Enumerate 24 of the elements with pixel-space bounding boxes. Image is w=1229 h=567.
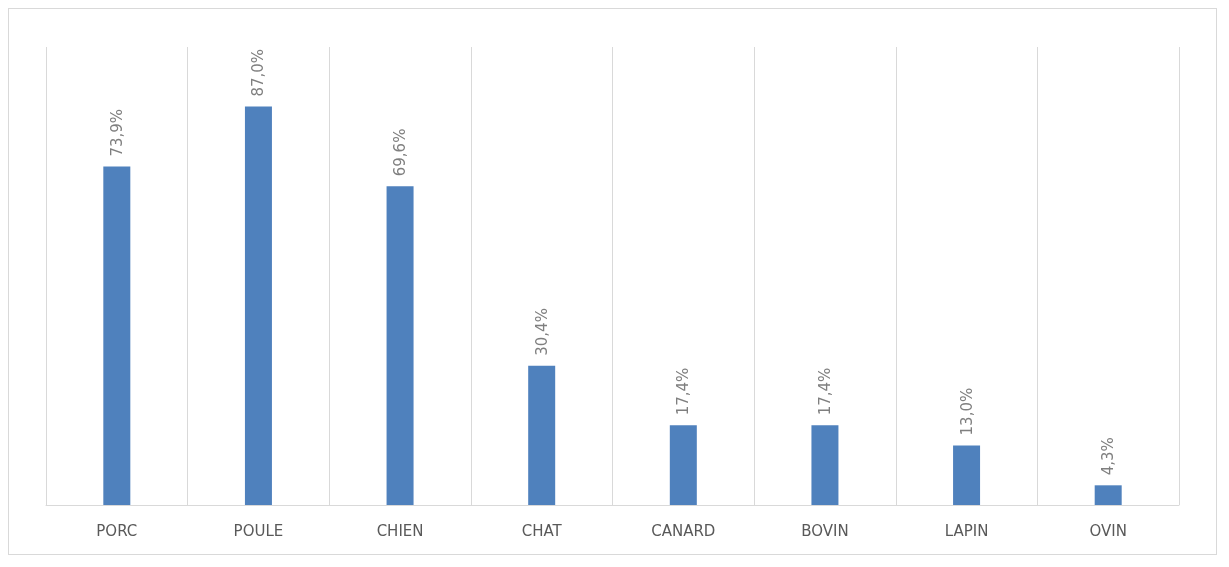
bar	[1094, 485, 1122, 505]
x-tick-label: BOVIN	[801, 521, 849, 540]
x-tick-label: CHIEN	[376, 521, 424, 540]
x-tick-label: PORC	[96, 521, 138, 540]
data-label: 87,0%	[249, 48, 268, 97]
bar	[669, 425, 697, 505]
data-label: 4,3%	[1099, 437, 1118, 476]
data-label: 30,4%	[532, 308, 551, 356]
data-label: 13,0%	[957, 387, 976, 436]
x-tick-label: CHAT	[521, 521, 563, 540]
x-tick-label: CANARD	[651, 521, 716, 540]
x-tick-label: LAPIN	[944, 521, 989, 540]
data-label: 17,4%	[674, 367, 693, 416]
bar	[953, 445, 981, 505]
bar	[103, 166, 131, 505]
data-label: 17,4%	[815, 367, 834, 416]
bar	[811, 425, 839, 505]
x-tick-label: OVIN	[1089, 521, 1127, 540]
x-tick-label: POULE	[233, 521, 284, 540]
data-label: 73,9%	[107, 108, 126, 157]
bar	[244, 106, 272, 505]
bar	[386, 186, 414, 505]
bar	[528, 365, 556, 505]
data-label: 69,6%	[391, 128, 410, 177]
